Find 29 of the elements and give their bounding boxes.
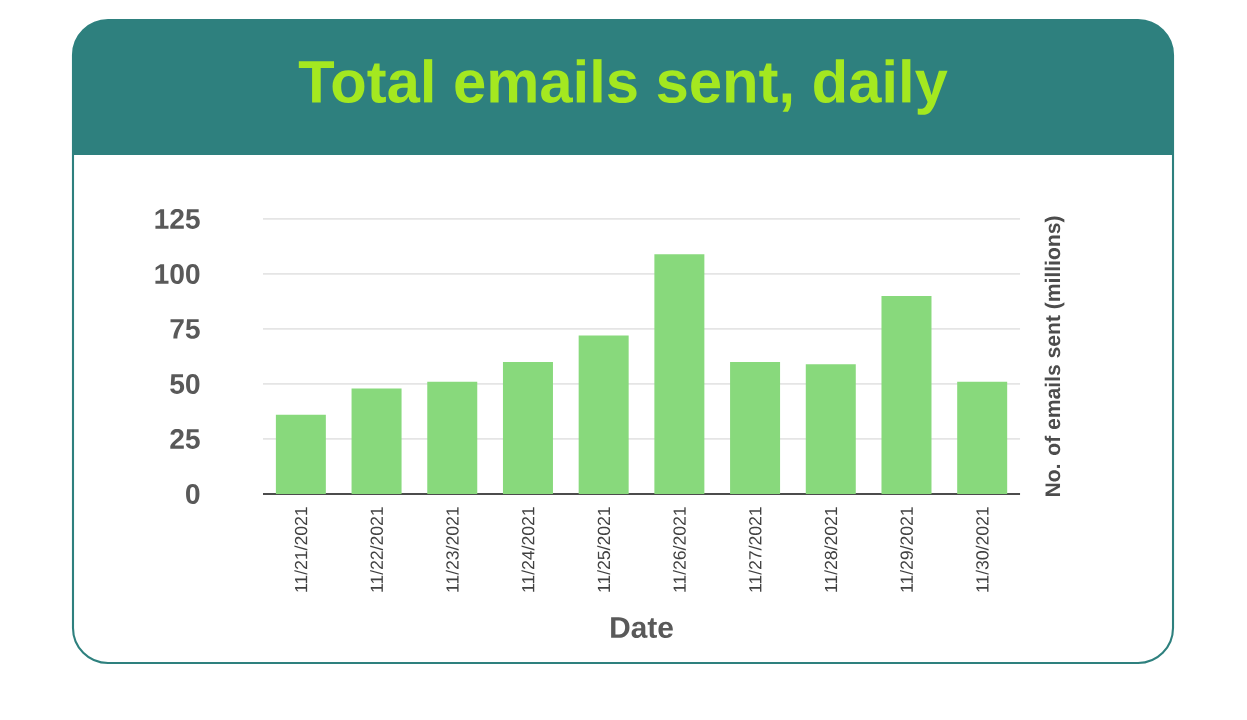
y-tick-label: 50 xyxy=(170,374,200,394)
x-tick-label: 11/25/2021 xyxy=(597,507,611,592)
y-tick-label: 100 xyxy=(155,264,200,284)
y-tick-label: 125 xyxy=(155,209,200,229)
x-tick-label: 11/23/2021 xyxy=(445,507,459,592)
x-tick-label: 11/26/2021 xyxy=(672,507,686,592)
y-axis-title: No. of emails sent (millions) xyxy=(1044,216,1065,497)
y-tick-label: 25 xyxy=(170,429,200,449)
x-tick-label: 11/30/2021 xyxy=(975,507,989,592)
bar xyxy=(275,414,326,494)
bar xyxy=(881,295,932,494)
bar xyxy=(351,388,402,494)
x-tick-label: 11/22/2021 xyxy=(370,507,384,592)
bar xyxy=(654,254,705,494)
chart-title: Total emails sent, daily xyxy=(298,59,948,115)
bar xyxy=(730,361,781,494)
x-tick-label: 11/24/2021 xyxy=(521,507,535,592)
x-tick-label: 11/29/2021 xyxy=(900,507,913,592)
x-tick-label: 11/21/2021 xyxy=(294,507,308,592)
bar xyxy=(805,364,856,494)
x-tick-label: 11/27/2021 xyxy=(748,507,762,592)
bar xyxy=(957,381,1008,494)
bar xyxy=(427,381,478,494)
bar xyxy=(578,335,629,494)
x-tick-label: 11/28/2021 xyxy=(824,507,838,592)
y-tick-label: 75 xyxy=(170,319,200,339)
x-axis-title: Date xyxy=(611,617,673,639)
y-tick-label: 0 xyxy=(186,484,200,504)
bar xyxy=(502,361,553,494)
